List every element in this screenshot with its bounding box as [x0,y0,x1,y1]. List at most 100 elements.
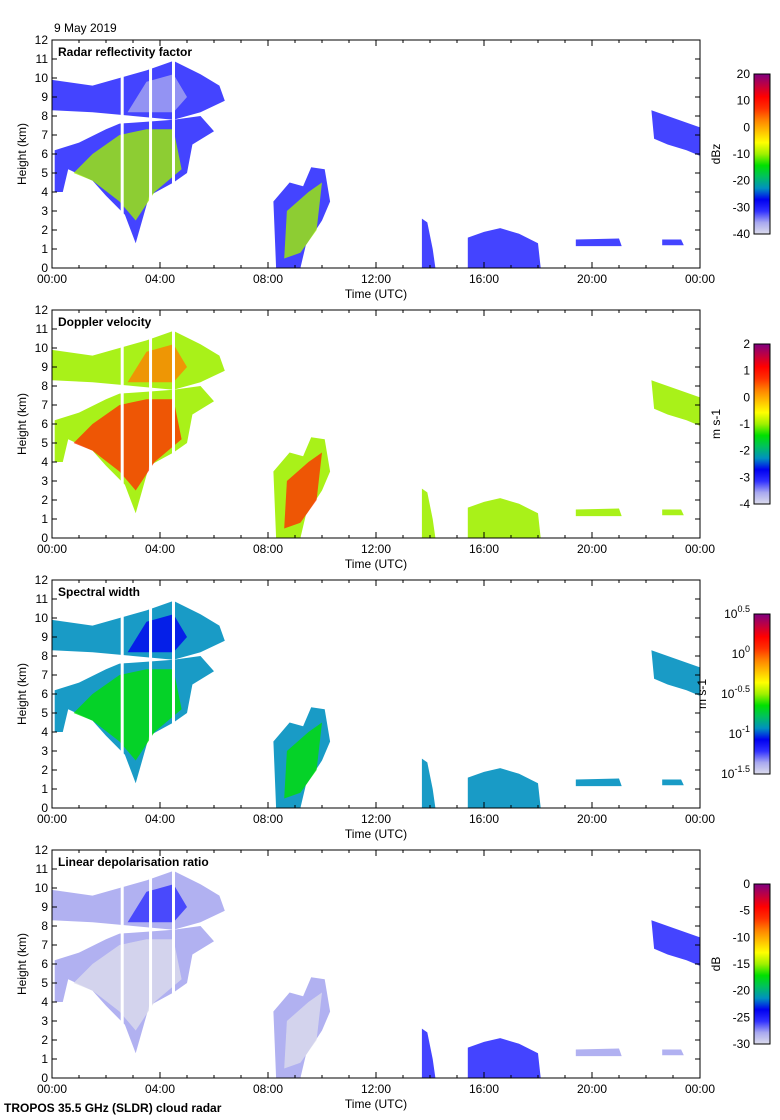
x-tick-label: 00:00 [37,542,67,556]
echo-afternoon-column [421,488,436,538]
echo-evening-layer [575,508,622,517]
y-tick-label: 9 [41,360,48,374]
y-tick-label: 4 [41,995,48,1009]
echo-afternoon-column [421,218,436,268]
colorbar-tick-label: -40 [733,227,751,241]
colorbar [753,73,771,235]
colorbar-tick-label: 10-1.5 [721,764,750,781]
y-tick-label: 3 [41,1014,48,1028]
x-tick-label: 16:00 [469,272,499,286]
colorbar-tick-label: 0 [743,877,750,891]
colorbar-tick-label: 20 [737,67,751,81]
echo-core [73,669,182,761]
y-tick-label: 2 [41,763,48,777]
y-tick-label: 9 [41,90,48,104]
y-tick-label: 1 [41,782,48,796]
echo-upper-late-cloud [651,920,700,966]
echo-evening-layer [575,778,622,787]
echo-core [73,939,182,1031]
panel-title: Linear depolarisation ratio [58,855,209,869]
colorbar-tick-label: 10 [737,94,751,108]
y-tick-label: 8 [41,919,48,933]
echo-core [73,399,182,491]
y-axis-label: Height (km) [15,663,29,725]
y-tick-label: 12 [35,843,49,857]
echo-core [284,452,322,529]
echo-upper-late-cloud [651,650,700,696]
colorbar-tick-label: -25 [733,1010,751,1024]
y-tick-label: 2 [41,223,48,237]
colorbar-tick-label: 100 [732,644,750,661]
echo-upper-late-cloud [651,380,700,426]
x-tick-label: 20:00 [577,542,607,556]
y-tick-label: 6 [41,417,48,431]
y-axis-label: Height (km) [15,393,29,455]
colorbar-label: m s-1 [709,409,723,439]
echo-core [284,722,322,799]
y-tick-label: 9 [41,900,48,914]
y-tick-label: 10 [35,611,49,625]
panel-title: Radar reflectivity factor [58,45,192,59]
colorbar [753,883,771,1045]
echo-afternoon-cloud [467,1038,541,1078]
y-tick-label: 11 [36,862,49,876]
y-tick-label: 10 [35,881,49,895]
echo-late-layer [662,779,684,786]
y-tick-label: 4 [41,455,48,469]
y-axis-label: Height (km) [15,123,29,185]
x-tick-label: 20:00 [577,812,607,826]
x-tick-label: 20:00 [577,1082,607,1096]
colorbar-tick-label: 0 [743,120,750,134]
y-tick-label: 11 [36,322,49,336]
x-axis-label: Time (UTC) [345,1097,407,1111]
y-tick-label: 12 [35,573,49,587]
y-tick-label: 6 [41,957,48,971]
y-tick-label: 10 [35,341,49,355]
colorbar [753,613,771,775]
panel-title: Doppler velocity [58,315,152,329]
y-tick-label: 7 [41,128,48,142]
y-tick-label: 8 [41,379,48,393]
echo-upper-late-cloud [651,110,700,156]
y-tick-label: 0 [41,261,48,275]
echo-core [284,992,322,1069]
y-tick-label: 1 [41,242,48,256]
colorbar-tick-label: -2 [739,444,750,458]
echo-upper-cloud [52,600,225,660]
x-tick-label: 00:00 [37,1082,67,1096]
echo-afternoon-column [421,758,436,808]
echo-upper-cloud [52,330,225,390]
echo-afternoon-cloud [467,768,541,808]
colorbar-tick-label: 2 [743,337,750,351]
x-tick-label: 16:00 [469,1082,499,1096]
x-tick-label: 08:00 [253,1082,283,1096]
x-tick-label: 00:00 [37,812,67,826]
colorbar-tick-label: -10 [733,930,751,944]
colorbar-tick-label: -15 [733,957,751,971]
y-tick-label: 9 [41,630,48,644]
footer-label: TROPOS 35.5 GHz (SLDR) cloud radar [4,1101,222,1115]
colorbar-tick-label: -30 [733,1037,751,1051]
x-tick-label: 12:00 [361,812,391,826]
colorbar-tick-label: -30 [733,200,751,214]
y-tick-label: 6 [41,147,48,161]
colorbar-label: dB [709,957,723,972]
y-tick-label: 3 [41,474,48,488]
colorbar-tick-label: 1 [743,364,750,378]
y-tick-label: 6 [41,687,48,701]
x-tick-label: 16:00 [469,542,499,556]
y-tick-label: 0 [41,531,48,545]
x-tick-label: 08:00 [253,812,283,826]
colorbar-tick-label: -1 [739,417,750,431]
x-tick-label: 12:00 [361,1082,391,1096]
colorbar-tick-label: 10-0.5 [721,684,750,701]
x-tick-label: 00:00 [37,272,67,286]
y-tick-label: 8 [41,109,48,123]
echo-afternoon-cloud [467,228,541,268]
colorbar-tick-label: -3 [739,470,750,484]
y-tick-label: 12 [35,303,49,317]
y-tick-label: 11 [36,592,49,606]
